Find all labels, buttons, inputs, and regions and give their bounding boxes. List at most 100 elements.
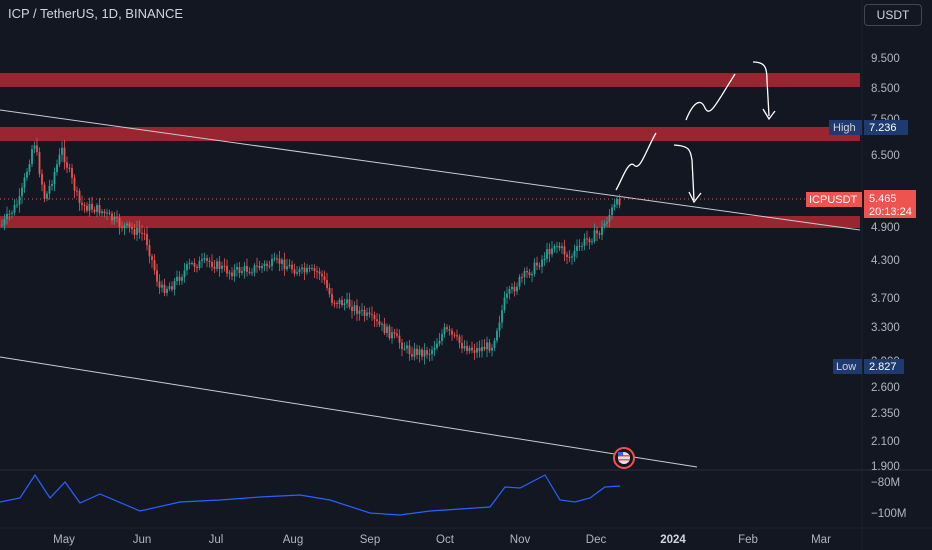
- candle-body: [311, 268, 313, 270]
- candle-body: [436, 343, 438, 348]
- candle-body: [376, 319, 378, 322]
- candle-body: [593, 230, 596, 242]
- time-axis[interactable]: May Jun Jul Aug Sep Oct Nov Dec 2024 Feb…: [53, 534, 831, 546]
- candle-body: [71, 168, 73, 178]
- candle-body: [178, 276, 181, 281]
- zone-middle: [0, 127, 860, 141]
- candle-body: [598, 233, 601, 235]
- candle-body: [73, 177, 76, 191]
- candle-body: [298, 269, 301, 273]
- candle-body: [151, 256, 153, 261]
- candle-body: [306, 267, 308, 273]
- trendline-upper[interactable]: [0, 109, 861, 231]
- candle-body: [371, 314, 373, 316]
- candle-body: [118, 217, 121, 228]
- candle-body: [136, 228, 138, 235]
- candle-body: [353, 305, 356, 312]
- candle-body: [211, 261, 213, 267]
- candle-body: [11, 212, 13, 214]
- price-axis[interactable]: 9.500 8.500 7.500 6.500 4.900 4.300 3.70…: [871, 53, 900, 473]
- trendline-lower[interactable]: [0, 356, 698, 468]
- candle-body: [26, 171, 28, 178]
- currency-button[interactable]: USDT: [864, 4, 922, 26]
- candle-body: [126, 223, 128, 226]
- low-badge-label: Low: [836, 361, 856, 373]
- high-badge-value: 7.236: [869, 122, 897, 134]
- candle-body: [561, 246, 563, 249]
- candle-body: [168, 286, 171, 289]
- candle-body: [373, 315, 376, 320]
- candle-body: [161, 284, 163, 288]
- candle-body: [181, 277, 183, 281]
- last-price-badge: ICPUSDT 5.465 20:13:24: [806, 190, 916, 218]
- candle-body: [183, 270, 186, 278]
- candle-body: [396, 333, 398, 336]
- projection-squiggle-1[interactable]: [615, 132, 657, 191]
- candle-body: [498, 322, 501, 331]
- candle-body: [471, 347, 473, 351]
- time-label: Sep: [360, 534, 380, 546]
- candle-body: [553, 246, 556, 249]
- candle-body: [368, 312, 371, 315]
- candle-body: [58, 154, 61, 165]
- candle-body: [143, 233, 146, 235]
- candle-body: [446, 327, 448, 330]
- candle-body: [453, 334, 456, 336]
- candle-body: [246, 266, 248, 272]
- candle-body: [518, 276, 521, 287]
- price-label: 4.300: [871, 255, 900, 267]
- event-flag-icon[interactable]: [613, 447, 635, 469]
- candle-body: [433, 347, 436, 350]
- candle-body: [381, 323, 383, 325]
- candle-body: [113, 216, 116, 221]
- candle-body: [533, 262, 536, 274]
- candle-body: [176, 276, 178, 282]
- candle-body: [236, 267, 238, 270]
- candle-body: [416, 348, 418, 355]
- candle-body: [363, 309, 366, 316]
- projection-arrow-2[interactable]: [752, 61, 776, 121]
- projection-arrow-1[interactable]: [673, 144, 702, 204]
- candle-body: [193, 263, 196, 267]
- candle-body: [68, 167, 71, 169]
- candle-body: [146, 233, 148, 246]
- symbol-title[interactable]: ICP / TetherUS, 1D, BINANCE: [8, 6, 184, 21]
- candle-body: [81, 202, 83, 206]
- candle-body: [478, 347, 481, 352]
- projection-squiggle-2[interactable]: [685, 73, 736, 121]
- candle-body: [378, 321, 381, 325]
- candle-body: [203, 258, 206, 260]
- high-badge-label: High: [833, 122, 856, 134]
- price-label: 2.100: [871, 436, 900, 448]
- candle-body: [491, 347, 493, 351]
- candle-body: [516, 286, 518, 292]
- last-price-value: 5.465: [869, 193, 897, 205]
- candle-body: [548, 249, 551, 255]
- candle-body: [511, 286, 513, 290]
- candle-body: [291, 264, 293, 270]
- time-label: Oct: [436, 534, 455, 546]
- candle-body: [566, 254, 568, 257]
- candle-body: [76, 190, 78, 192]
- candle-body: [288, 264, 291, 267]
- candle-body: [551, 248, 553, 255]
- price-label: 2.600: [871, 382, 900, 394]
- candle-body: [438, 340, 441, 344]
- indicator-line: [0, 473, 621, 516]
- time-label: Dec: [586, 534, 607, 546]
- candle-body: [148, 245, 151, 257]
- candle-body: [261, 265, 263, 269]
- candle-body: [258, 265, 261, 269]
- indicator-axis: −80M −100M: [871, 477, 906, 520]
- candle-body: [581, 245, 583, 247]
- candle-body: [141, 232, 143, 234]
- candle-body: [91, 203, 93, 210]
- candle-body: [608, 215, 611, 222]
- high-badge: High 7.236: [829, 120, 908, 135]
- candle-body: [248, 271, 251, 273]
- candle-body: [508, 289, 511, 294]
- candle-body: [496, 330, 498, 341]
- candle-body: [488, 342, 491, 351]
- candle-body: [578, 246, 581, 248]
